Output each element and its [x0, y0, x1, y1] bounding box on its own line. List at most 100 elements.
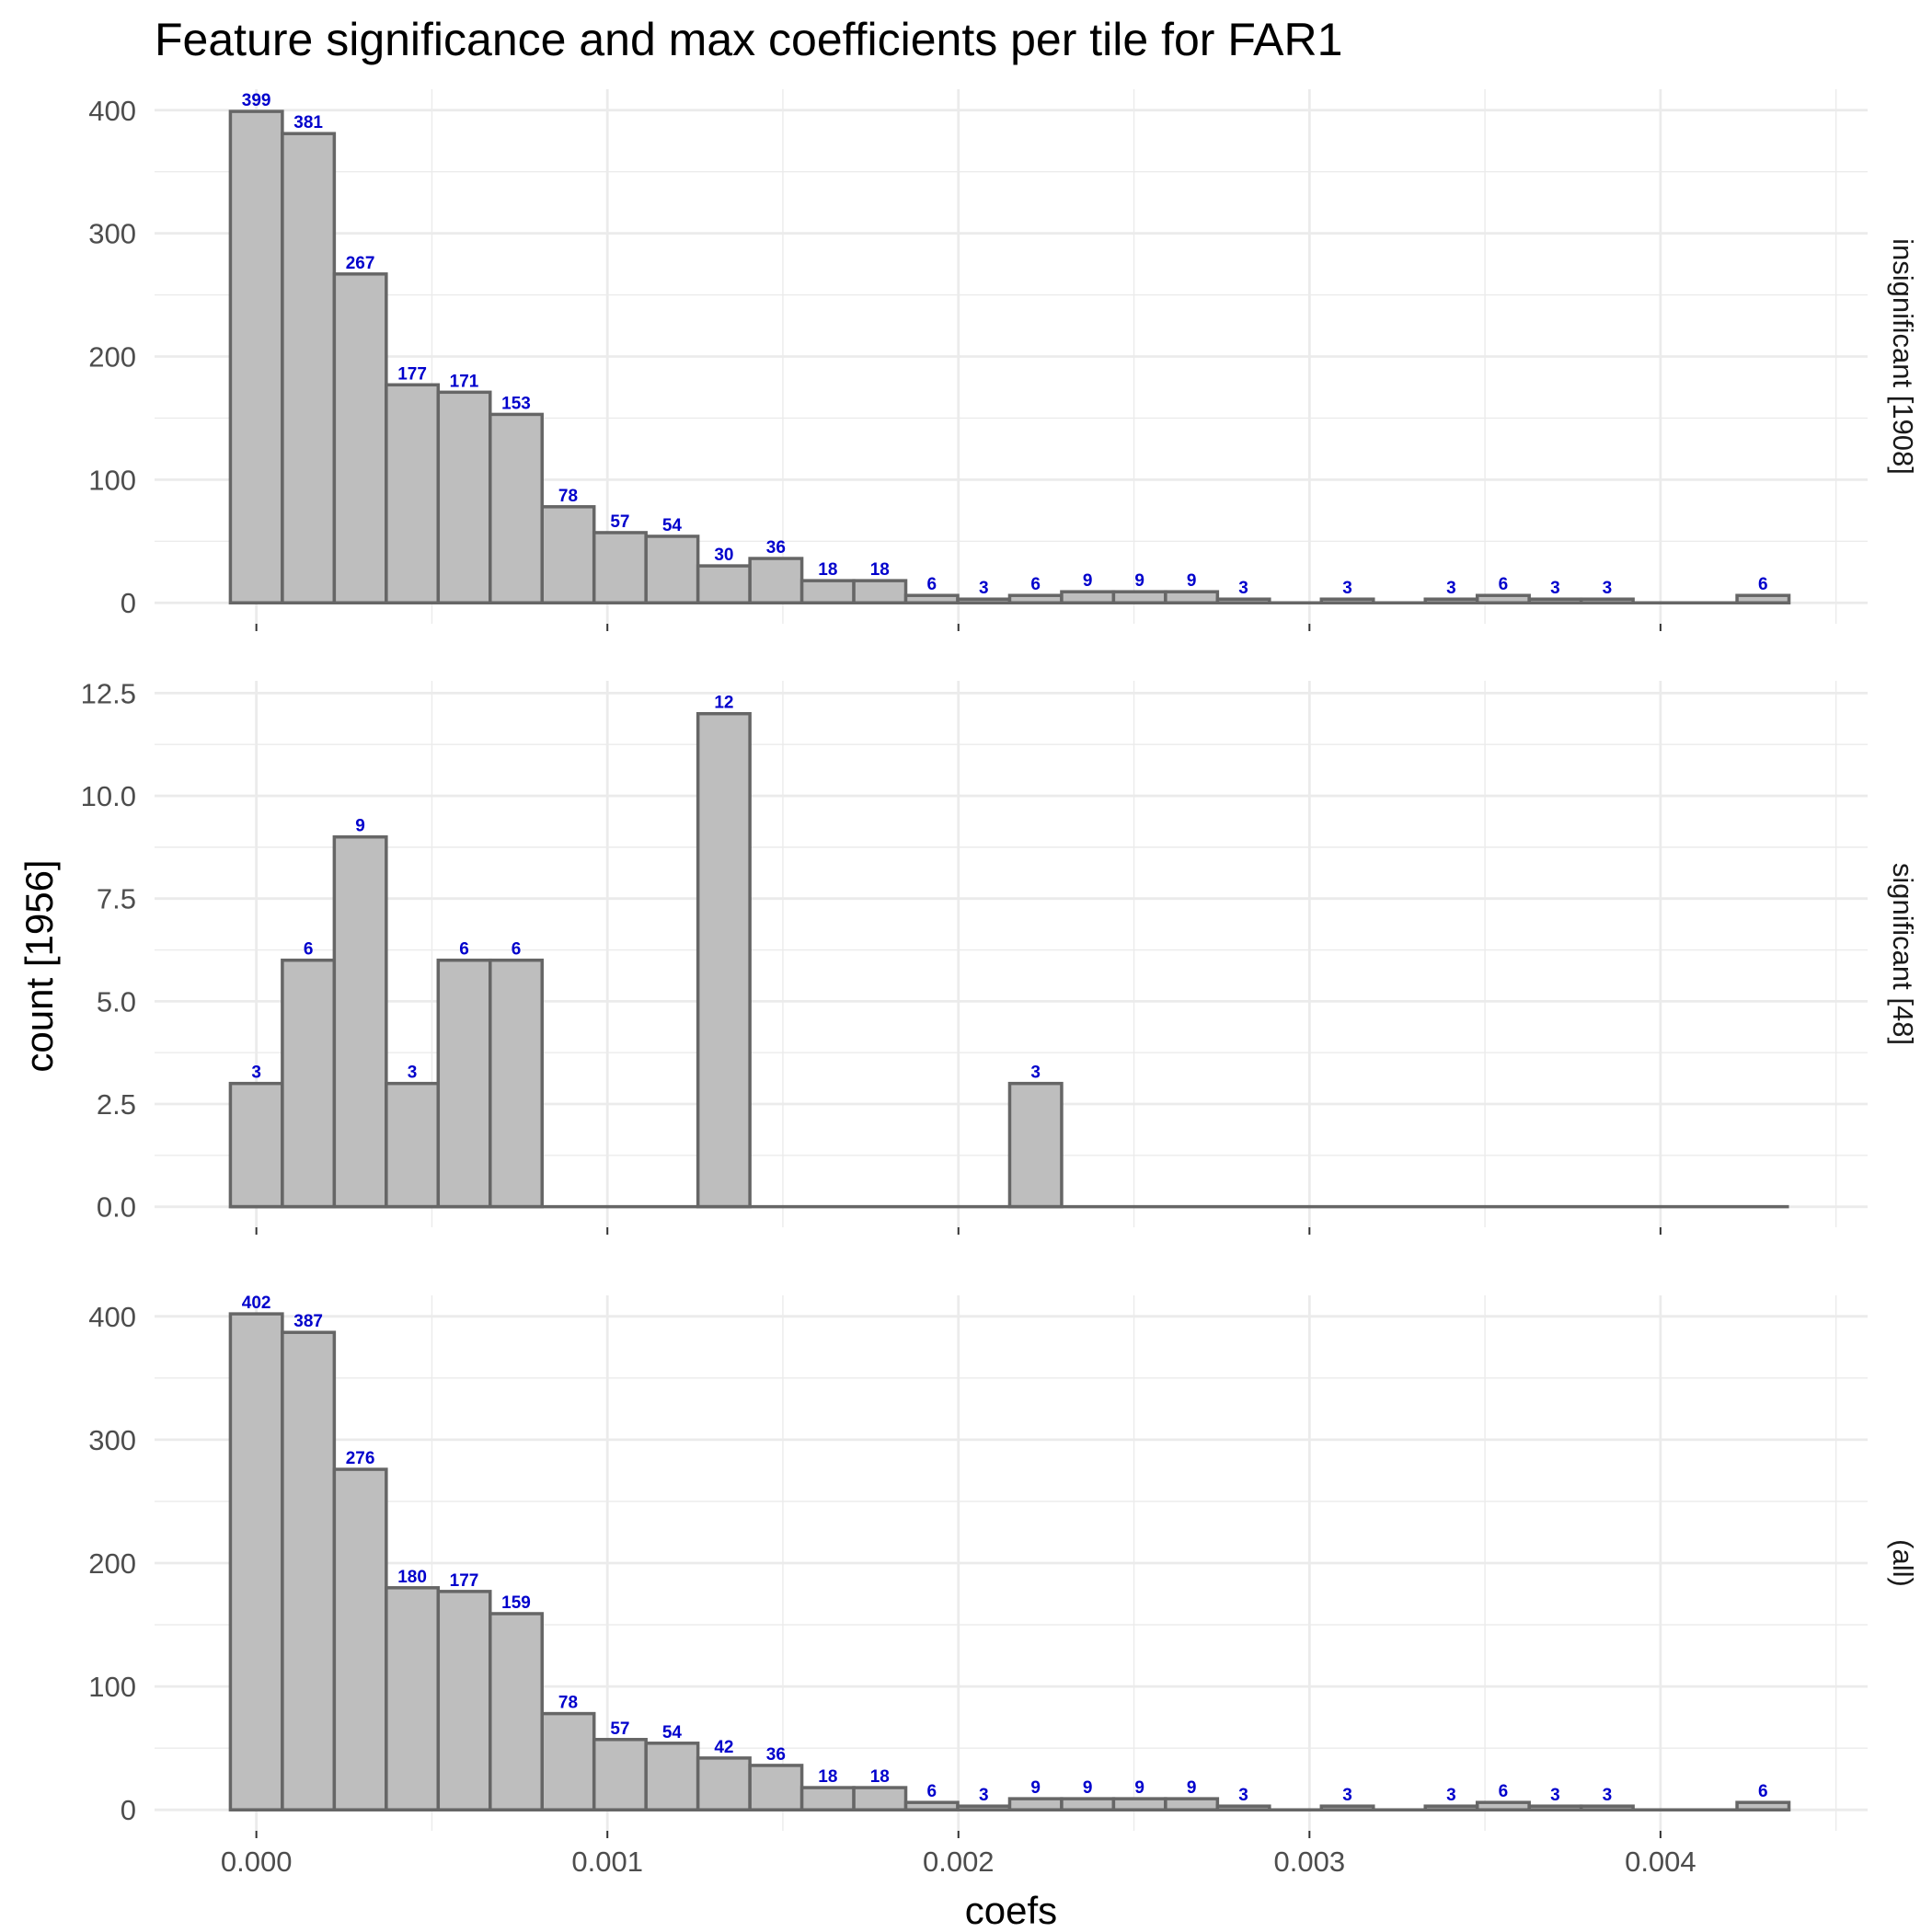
- x-axis: 0.000 0.001 0.002 0.003 0.004: [221, 1846, 1696, 1878]
- bar-data-label: 9: [1134, 571, 1144, 591]
- histogram-bar: [799, 1786, 856, 1811]
- bar-data-label: 153: [501, 394, 531, 413]
- y-tick-label: 10.0: [81, 780, 136, 812]
- bar-data-label: 171: [450, 372, 479, 391]
- bar-data-label: 54: [662, 1723, 683, 1742]
- bar-data-label: 6: [926, 1782, 937, 1801]
- bar-data-label: 3: [1550, 1786, 1560, 1805]
- histogram-bar: [592, 1738, 648, 1811]
- bar-data-label: 6: [1499, 575, 1509, 594]
- bar-data-label: 9: [1083, 1778, 1093, 1798]
- bar-data-label: 402: [242, 1294, 271, 1313]
- bar-data-label: 3: [1342, 579, 1352, 598]
- facet-strip-label: (all): [1887, 1539, 1919, 1587]
- facet-panel-2: 0.0 2.5 5.0 7.5 10.0 12.5 3 6 9 3 6 6 12 3 significant…: [81, 677, 1919, 1235]
- histogram-bar: [799, 579, 856, 604]
- x-tick-label: 0.003: [1274, 1846, 1346, 1878]
- bar-data-label: 18: [870, 560, 890, 580]
- histogram-bar: [540, 505, 596, 604]
- bar-data-label: 9: [1187, 571, 1197, 591]
- y-tick-label: 300: [88, 218, 136, 250]
- y-tick-label: 12.5: [81, 677, 136, 709]
- histogram-bar: [1007, 1797, 1064, 1811]
- y-tick-label: 0: [121, 1794, 136, 1826]
- bar-data-label: 6: [1499, 1782, 1509, 1801]
- histogram-bar: [436, 958, 492, 1209]
- histogram-bar: [385, 383, 441, 604]
- bar-data-label: 6: [459, 940, 469, 960]
- y-tick-label: 300: [88, 1424, 136, 1456]
- bar-data-label: 18: [870, 1767, 890, 1787]
- bar-data-label: 36: [766, 1745, 786, 1765]
- bar-data-label: 3: [1550, 579, 1560, 598]
- histogram-bar: [332, 272, 388, 604]
- histogram-bar: [748, 557, 804, 604]
- bar-data-label: 9: [355, 817, 365, 836]
- bar-data-label: 9: [1030, 1778, 1041, 1798]
- histogram-bar: [436, 390, 492, 604]
- bar-data-label: 276: [346, 1449, 375, 1468]
- bar-data-label: 3: [1030, 1064, 1041, 1083]
- bar-data-label: 399: [242, 91, 271, 110]
- bar-data-label: 3: [1446, 1786, 1456, 1805]
- y-tick-label: 100: [88, 464, 136, 496]
- bar-data-label: 267: [346, 254, 375, 273]
- histogram-bar: [1164, 590, 1220, 604]
- y-tick-label: 7.5: [97, 883, 136, 915]
- histogram-bar: [489, 412, 544, 604]
- bar-data-label: 30: [714, 546, 733, 565]
- bar-data-label: 381: [293, 113, 323, 132]
- histogram-bar: [1007, 1081, 1064, 1209]
- bar-data-label: 6: [512, 940, 522, 960]
- bar-data-label: 387: [293, 1312, 323, 1331]
- histogram-bar: [696, 1756, 752, 1811]
- facet-panel-3: 0 100 200 300 400 402 387 276 180 177 159 78 57 54 42 3…: [88, 1294, 1919, 1838]
- facet-strip-label: insignificant [1908]: [1887, 238, 1919, 475]
- histogram-bar: [281, 132, 337, 604]
- bar-data-label: 57: [610, 512, 629, 532]
- bar-data-label: 6: [926, 575, 937, 594]
- histogram-bar: [489, 958, 544, 1209]
- bar-data-label: 3: [979, 1786, 989, 1805]
- y-tick-label: 400: [88, 95, 136, 127]
- chart-title: Feature significance and max coefficient…: [155, 14, 1342, 65]
- bar-data-label: 9: [1134, 1778, 1144, 1798]
- bar-data-label: 18: [818, 1767, 837, 1787]
- histogram-bar: [696, 564, 752, 604]
- bar-data-label: 36: [766, 538, 786, 558]
- histogram-bar: [1164, 1797, 1220, 1811]
- histogram-bar: [489, 1612, 544, 1811]
- x-tick-label: 0.001: [571, 1846, 643, 1878]
- bar-data-label: 78: [558, 487, 578, 506]
- histogram-bar: [281, 958, 337, 1209]
- bar-data-label: 159: [501, 1593, 531, 1613]
- bar-data-label: 3: [251, 1064, 261, 1083]
- bar-data-label: 9: [1083, 571, 1093, 591]
- histogram-bar: [436, 1590, 492, 1811]
- histogram-bar: [385, 1586, 441, 1811]
- histogram-bar: [332, 834, 388, 1209]
- histogram-bar: [332, 1467, 388, 1811]
- bar-data-label: 9: [1187, 1778, 1197, 1798]
- y-tick-label: 400: [88, 1301, 136, 1333]
- histogram-bar: [1111, 1797, 1167, 1811]
- x-tick-label: 0.000: [221, 1846, 293, 1878]
- bar-data-label: 12: [714, 694, 733, 713]
- bar-data-label: 3: [979, 579, 989, 598]
- facet-strip-label: significant [48]: [1887, 863, 1919, 1045]
- x-tick-label: 0.002: [923, 1846, 995, 1878]
- y-tick-label: 200: [88, 341, 136, 374]
- x-axis-title: coefs: [965, 1889, 1057, 1932]
- histogram-bar: [748, 1764, 804, 1811]
- bar-data-label: 3: [1238, 1786, 1248, 1805]
- histogram-bar: [540, 1711, 596, 1811]
- histogram-bar: [1060, 1797, 1116, 1811]
- y-tick-label: 100: [88, 1671, 136, 1703]
- bar-data-label: 180: [397, 1568, 427, 1587]
- y-tick-label: 0.0: [97, 1191, 136, 1224]
- histogram-bar: [592, 531, 648, 604]
- bar-data-label: 3: [1238, 579, 1248, 598]
